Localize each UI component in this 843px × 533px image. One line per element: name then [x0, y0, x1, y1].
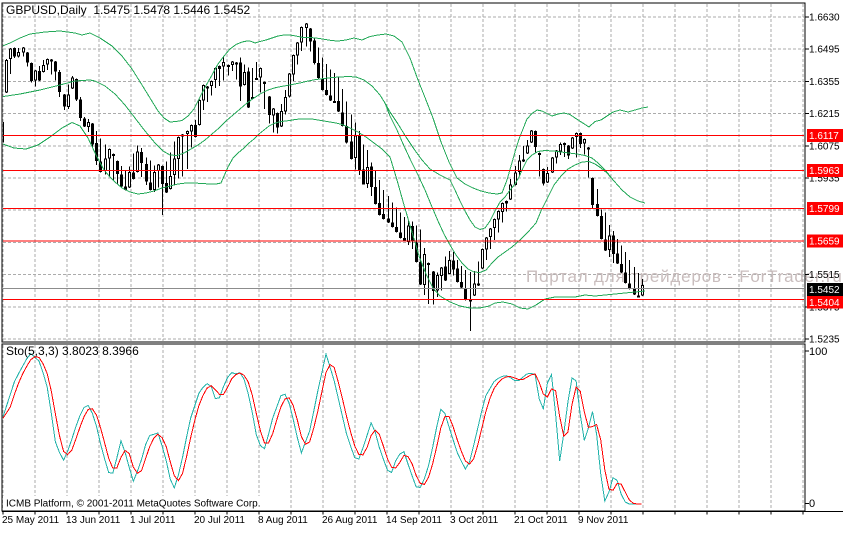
svg-text:1.6355: 1.6355: [809, 77, 840, 88]
svg-text:21 Oct 2011: 21 Oct 2011: [514, 515, 568, 526]
svg-text:1.6495: 1.6495: [809, 45, 840, 56]
svg-text:14 Sep 2011: 14 Sep 2011: [386, 515, 442, 526]
svg-text:ICMB Platform, © 2001-2011 Met: ICMB Platform, © 2001-2011 MetaQuotes So…: [6, 499, 261, 510]
svg-text:1.6215: 1.6215: [809, 109, 840, 120]
svg-text:13 Jun 2011: 13 Jun 2011: [66, 515, 121, 526]
svg-text:25 May 2011: 25 May 2011: [2, 515, 60, 526]
svg-text:100: 100: [809, 346, 827, 358]
svg-text:Sto(5,3,3) 3.8023 8.3966: Sto(5,3,3) 3.8023 8.3966: [6, 344, 139, 358]
svg-text:1.5935: 1.5935: [809, 174, 840, 185]
svg-text:1.6630: 1.6630: [809, 13, 840, 24]
svg-text:1.5799: 1.5799: [809, 204, 840, 215]
svg-text:1.5659: 1.5659: [809, 237, 840, 248]
svg-text:Портал для трейдеров - ForTrad: Портал для трейдеров - ForTrader.ru: [526, 267, 843, 286]
svg-text:1.5452: 1.5452: [809, 285, 840, 296]
svg-text:GBPUSD,Daily 1.5475 1.5478 1.: GBPUSD,Daily 1.5475 1.5478 1.5446 1.5452: [6, 3, 250, 17]
svg-text:1 Jul 2011: 1 Jul 2011: [130, 515, 176, 526]
svg-text:20 Jul 2011: 20 Jul 2011: [194, 515, 245, 526]
svg-text:1.6117: 1.6117: [809, 131, 839, 142]
svg-text:3 Oct 2011: 3 Oct 2011: [450, 515, 499, 526]
svg-text:1.5515: 1.5515: [809, 270, 840, 281]
svg-text:1.5235: 1.5235: [809, 335, 840, 346]
svg-text:9 Nov 2011: 9 Nov 2011: [578, 515, 629, 526]
svg-text:1.5404: 1.5404: [809, 298, 840, 309]
svg-text:26 Aug 2011: 26 Aug 2011: [322, 515, 378, 526]
svg-text:8 Aug 2011: 8 Aug 2011: [258, 515, 308, 526]
svg-text:1.5963: 1.5963: [809, 166, 840, 177]
svg-text:1.6075: 1.6075: [809, 141, 840, 152]
svg-text:0: 0: [809, 498, 815, 510]
